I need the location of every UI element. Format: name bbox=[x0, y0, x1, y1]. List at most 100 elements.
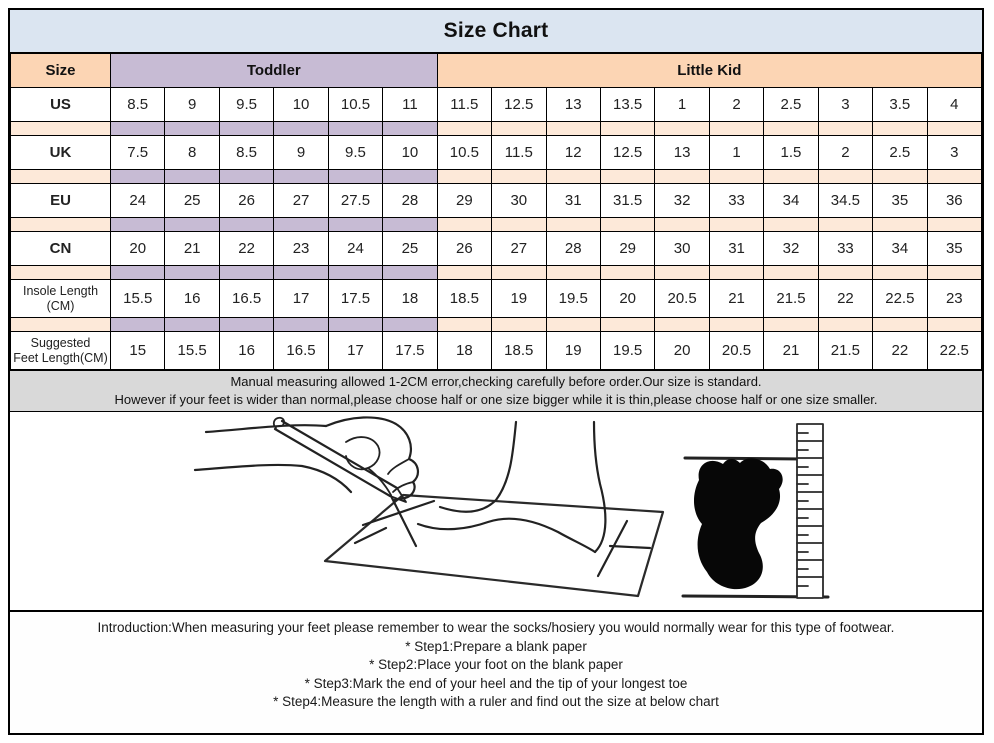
footprint-and-ruler bbox=[681, 423, 830, 599]
size-conversion-table: Size Toddler Little Kid US 8.5 9 9.5 10 10.5 11 11… bbox=[10, 53, 983, 370]
size-value-cell: 8.5 bbox=[109, 87, 166, 122]
spacer-cell bbox=[327, 317, 384, 332]
size-value-cell: 12.5 bbox=[491, 87, 547, 122]
size-value-cell: 22.5 bbox=[872, 279, 928, 318]
size-value-cell: 3 bbox=[926, 135, 983, 170]
size-value-cell: 9.5 bbox=[327, 135, 384, 170]
spacer-cell bbox=[872, 265, 928, 280]
size-value-cell: 1 bbox=[708, 135, 765, 170]
size-value-cell: 19.5 bbox=[599, 331, 656, 370]
size-value-cell: 32 bbox=[654, 183, 710, 218]
size-value-cell: 21.5 bbox=[763, 279, 819, 318]
spacer-cell bbox=[763, 265, 819, 280]
spacer-cell bbox=[273, 265, 329, 280]
spacer-cell bbox=[545, 217, 601, 232]
spacer-cell bbox=[164, 265, 220, 280]
spacer-cell bbox=[763, 121, 819, 136]
spacer-cell bbox=[599, 121, 656, 136]
spacer-cell bbox=[654, 121, 710, 136]
size-value-cell: 19.5 bbox=[545, 279, 601, 318]
size-value-cell: 18.5 bbox=[491, 331, 547, 370]
spacer-cell bbox=[872, 121, 928, 136]
size-value-cell: 29 bbox=[599, 231, 656, 266]
spacer-cell bbox=[763, 169, 819, 184]
spacer-cell bbox=[599, 317, 656, 332]
row-label-cell: CN bbox=[10, 231, 111, 266]
group-header-little-kid: Little Kid bbox=[436, 53, 983, 88]
instructions-intro: Introduction:When measuring your feet pl… bbox=[97, 620, 895, 635]
spacer-cell bbox=[599, 217, 656, 232]
size-value-cell: 25 bbox=[382, 231, 438, 266]
spacer-cell bbox=[109, 265, 166, 280]
size-value-cell: 12 bbox=[545, 135, 601, 170]
size-value-cell: 10.5 bbox=[327, 87, 384, 122]
spacer-cell bbox=[164, 169, 220, 184]
size-value-cell: 15 bbox=[109, 331, 166, 370]
spacer-cell bbox=[545, 265, 601, 280]
row-label-cell: UK bbox=[10, 135, 111, 170]
size-value-cell: 13 bbox=[654, 135, 710, 170]
size-value-cell: 17.5 bbox=[382, 331, 438, 370]
spacer-cell bbox=[164, 317, 220, 332]
spacer-cell bbox=[10, 317, 111, 332]
table-row: EU 24 25 26 27 27.5 28 29 30 31 31.5 32 33 34 34.5 35 36 bbox=[10, 183, 983, 218]
size-value-cell: 18.5 bbox=[436, 279, 493, 318]
spacer-cell bbox=[109, 169, 166, 184]
size-value-cell: 33 bbox=[708, 183, 765, 218]
size-value-cell: 16 bbox=[164, 279, 220, 318]
size-value-cell: 20 bbox=[599, 279, 656, 318]
size-value-cell: 20 bbox=[654, 331, 710, 370]
spacer-cell bbox=[327, 121, 384, 136]
spacer-cell bbox=[926, 121, 983, 136]
spacer-cell bbox=[708, 217, 765, 232]
size-value-cell: 31 bbox=[545, 183, 601, 218]
pencil-icon bbox=[272, 416, 407, 503]
size-value-cell: 16 bbox=[218, 331, 275, 370]
size-value-cell: 15.5 bbox=[109, 279, 166, 318]
spacer-cell bbox=[273, 217, 329, 232]
spacer-cell bbox=[654, 265, 710, 280]
spacer-cell bbox=[545, 121, 601, 136]
table-row: Insole Length (CM) 15.5 16 16.5 17 17.5 18 18.5… bbox=[10, 279, 983, 318]
spacer-cell bbox=[817, 169, 874, 184]
spacer-cell bbox=[218, 265, 275, 280]
size-value-cell: 24 bbox=[109, 183, 166, 218]
size-value-cell: 22 bbox=[218, 231, 275, 266]
spacer-cell bbox=[436, 317, 493, 332]
size-value-cell: 34 bbox=[872, 231, 928, 266]
spacer-cell bbox=[109, 217, 166, 232]
spacer-cell bbox=[164, 121, 220, 136]
size-value-cell: 36 bbox=[926, 183, 983, 218]
size-value-cell: 20.5 bbox=[654, 279, 710, 318]
size-value-cell: 23 bbox=[273, 231, 329, 266]
size-value-cell: 17 bbox=[273, 279, 329, 318]
spacer-cell bbox=[708, 121, 765, 136]
spacer-row bbox=[10, 217, 983, 232]
size-value-cell: 23 bbox=[926, 279, 983, 318]
size-value-cell: 17.5 bbox=[327, 279, 384, 318]
size-value-cell: 7.5 bbox=[109, 135, 166, 170]
spacer-cell bbox=[10, 169, 111, 184]
spacer-cell bbox=[327, 169, 384, 184]
spacer-cell bbox=[817, 217, 874, 232]
row-label-cell: US bbox=[10, 87, 111, 122]
size-value-cell: 27 bbox=[273, 183, 329, 218]
size-value-cell: 8.5 bbox=[218, 135, 275, 170]
size-value-cell: 21 bbox=[763, 331, 819, 370]
size-value-cell: 26 bbox=[436, 231, 493, 266]
spacer-cell bbox=[599, 265, 656, 280]
spacer-cell bbox=[708, 317, 765, 332]
size-value-cell: 26 bbox=[218, 183, 275, 218]
spacer-cell bbox=[817, 121, 874, 136]
size-value-cell: 25 bbox=[164, 183, 220, 218]
size-value-cell: 27 bbox=[491, 231, 547, 266]
spacer-cell bbox=[926, 169, 983, 184]
size-value-cell: 30 bbox=[654, 231, 710, 266]
size-value-cell: 28 bbox=[382, 183, 438, 218]
row-label-cell: Insole Length (CM) bbox=[10, 279, 111, 318]
size-value-cell: 11 bbox=[382, 87, 438, 122]
footprint-icon bbox=[693, 458, 783, 590]
spacer-cell bbox=[491, 317, 547, 332]
table-row: Suggested Feet Length(CM) 15 15.5 16 16.5 17 1… bbox=[10, 331, 983, 370]
size-value-cell: 10 bbox=[382, 135, 438, 170]
